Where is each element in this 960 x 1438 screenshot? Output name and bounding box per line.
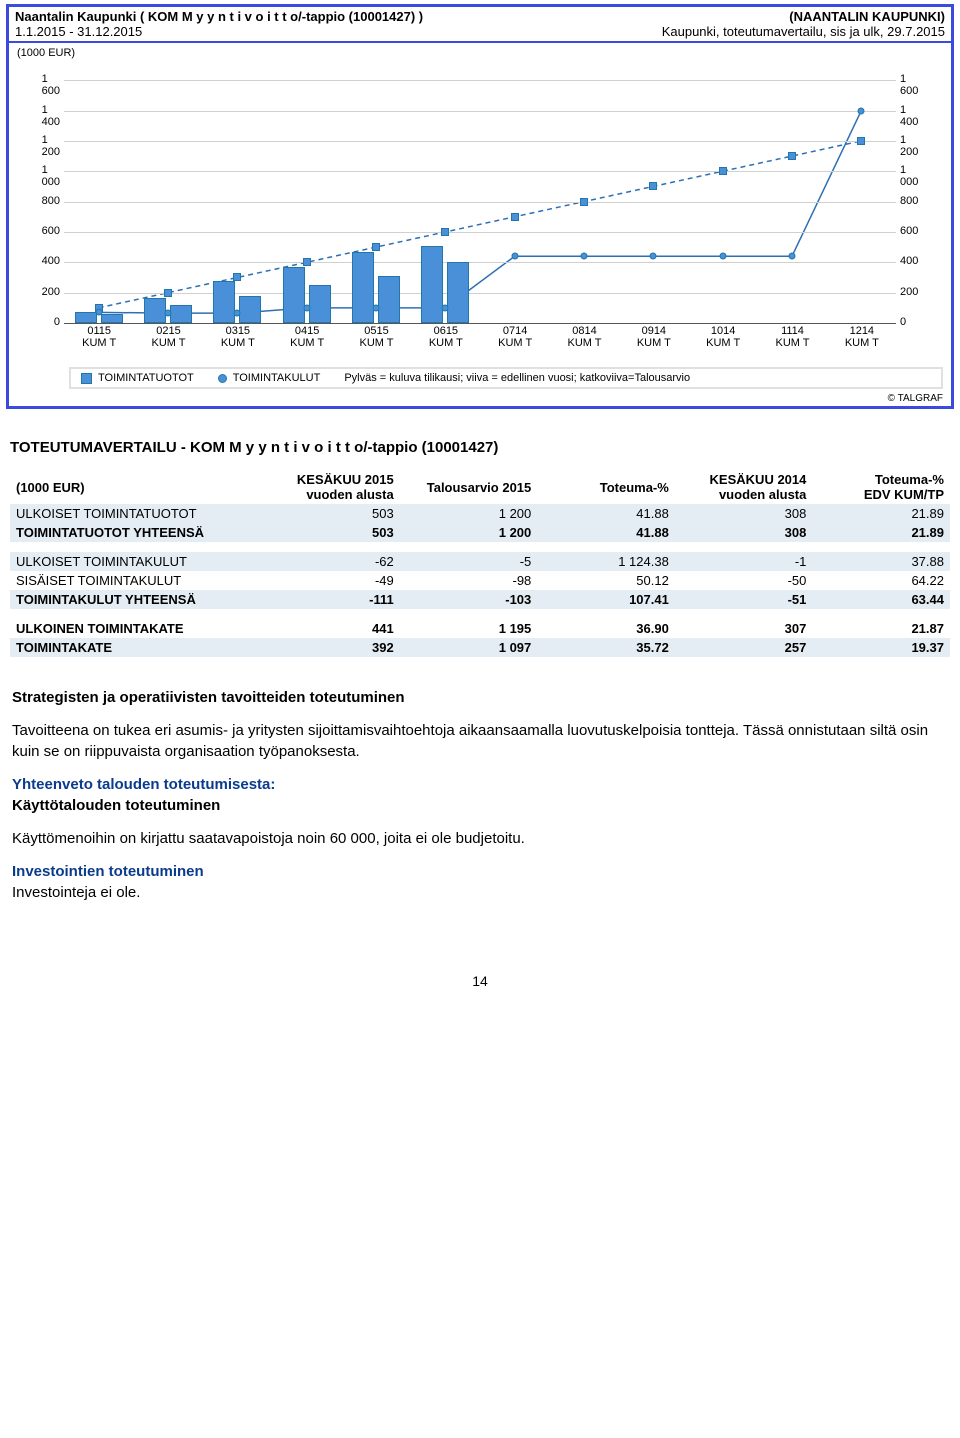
prose-p3: Investointeja ei ole. <box>12 884 140 901</box>
table-section: TOTEUTUMAVERTAILU - KOM M y y n t i v o … <box>10 439 950 657</box>
table-unit-header: (1000 EUR) <box>10 470 262 504</box>
chart-dates: 1.1.2015 - 31.12.2015 <box>15 24 142 39</box>
legend-desc: Pylväs = kuluva tilikausi; viiva = edell… <box>344 372 690 384</box>
prose-h1: Strategisten ja operatiivisten tavoittei… <box>12 687 948 708</box>
prose-p1: Tavoitteena on tukea eri asumis- ja yrit… <box>12 720 948 762</box>
chart-title-left: Naantalin Kaupunki ( KOM M y y n t i v o… <box>15 9 423 24</box>
table-row <box>10 542 950 552</box>
chart-legend: TOIMINTATUOTOT TOIMINTAKULUT Pylväs = ku… <box>69 367 943 389</box>
chart-body: (1000 EUR) 002002004004006006008008001 0… <box>9 43 951 363</box>
legend-1-label: TOIMINTATUOTOT <box>98 372 194 384</box>
comparison-table: (1000 EUR) KESÄKUU 2015 vuoden alusta Ta… <box>10 470 950 657</box>
col-0: KESÄKUU 2015 vuoden alusta <box>262 470 400 504</box>
plot-area: 002002004004006006008008001 0001 0001 20… <box>64 65 896 323</box>
prose-h3: Käyttötalouden toteutuminen <box>12 797 220 814</box>
table-row: ULKOINEN TOIMINTAKATE4411 19536.9030721.… <box>10 619 950 638</box>
prose-h2: Yhteenveto talouden toteutumisesta: <box>12 776 275 793</box>
col-2: Toteuma-% <box>537 470 675 504</box>
col-1: Talousarvio 2015 <box>400 470 538 504</box>
legend-item-1: TOIMINTATUOTOT <box>81 372 194 384</box>
legend-item-2: TOIMINTAKULUT <box>218 372 321 384</box>
col-3: KESÄKUU 2014 vuoden alusta <box>675 470 813 504</box>
table-row: TOIMINTATUOTOT YHTEENSÄ5031 20041.883082… <box>10 523 950 542</box>
chart-copyright: © TALGRAF <box>9 393 951 406</box>
table-row <box>10 609 950 619</box>
chart-frame: Naantalin Kaupunki ( KOM M y y n t i v o… <box>6 4 954 409</box>
chart-unit-label: (1000 EUR) <box>17 47 75 59</box>
legend-square-icon <box>81 373 92 384</box>
table-row: TOIMINTAKULUT YHTEENSÄ-111-103107.41-516… <box>10 590 950 609</box>
plot-svg <box>64 65 896 323</box>
chart-subtitle-right: Kaupunki, toteutumavertailu, sis ja ulk,… <box>662 24 945 39</box>
legend-2-label: TOIMINTAKULUT <box>233 372 321 384</box>
table-row: TOIMINTAKATE3921 09735.7225719.37 <box>10 638 950 657</box>
table-row: SISÄISET TOIMINTAKULUT-49-9850.12-5064.2… <box>10 571 950 590</box>
table-row: ULKOISET TOIMINTATUOTOT5031 20041.883082… <box>10 504 950 523</box>
col-4: Toteuma-% EDV KUM/TP <box>812 470 950 504</box>
table-header-row: (1000 EUR) KESÄKUU 2015 vuoden alusta Ta… <box>10 470 950 504</box>
chart-title-right: (NAANTALIN KAUPUNKI) <box>789 9 945 24</box>
prose-p2: Käyttömenoihin on kirjattu saatavapoisto… <box>12 828 948 849</box>
prose-section: Strategisten ja operatiivisten tavoittei… <box>12 687 948 903</box>
page-number: 14 <box>0 973 960 989</box>
chart-header: Naantalin Kaupunki ( KOM M y y n t i v o… <box>9 7 951 43</box>
legend-dot-icon <box>218 374 227 383</box>
table-row: ULKOISET TOIMINTAKULUT-62-51 124.38-137.… <box>10 552 950 571</box>
prose-h4: Investointien toteutuminen <box>12 863 204 880</box>
table-title: TOTEUTUMAVERTAILU - KOM M y y n t i v o … <box>10 439 950 456</box>
